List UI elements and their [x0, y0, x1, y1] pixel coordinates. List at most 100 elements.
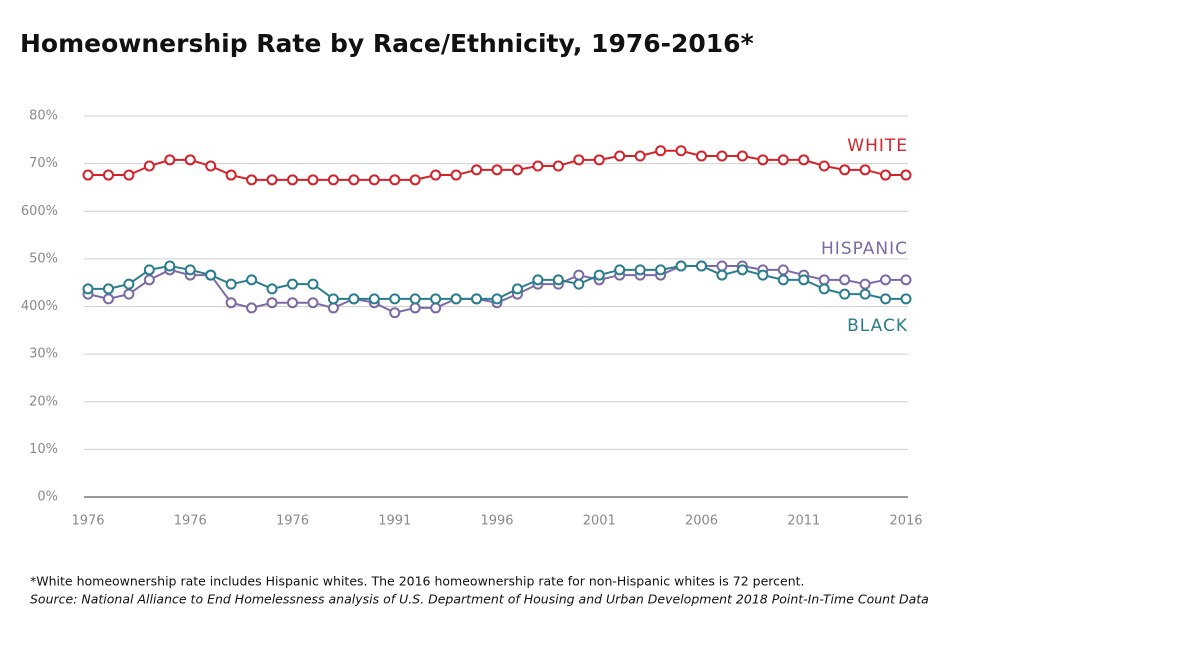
point [614, 264, 626, 276]
point [634, 264, 646, 276]
x-tick-label: 1991 [378, 514, 411, 529]
x-tick-label: 2016 [889, 514, 922, 529]
y-tick-label: 0% [37, 490, 58, 505]
point [839, 164, 851, 176]
point [430, 302, 442, 314]
point [859, 164, 871, 176]
point [409, 174, 421, 186]
point [164, 154, 176, 166]
y-tick-label: 80% [29, 109, 58, 124]
point [348, 293, 360, 305]
point [225, 297, 237, 309]
point [818, 274, 830, 286]
point [880, 274, 892, 286]
point [777, 154, 789, 166]
chart-title: Homeownership Rate by Race/Ethnicity, 19… [20, 29, 754, 58]
x-tick-label: 1976 [71, 514, 104, 529]
point [409, 302, 421, 314]
point [123, 278, 135, 290]
source: Source: National Alliance to End Homeles… [30, 592, 929, 607]
point [696, 260, 707, 272]
point [287, 297, 298, 309]
y-tick-label: 20% [29, 394, 58, 409]
point [716, 269, 728, 281]
point [777, 274, 789, 286]
point [246, 302, 258, 314]
point [143, 264, 155, 276]
point [307, 278, 319, 290]
point [389, 174, 401, 186]
point [757, 154, 769, 166]
point [450, 169, 462, 181]
point [675, 145, 687, 157]
point [430, 293, 442, 305]
point [82, 283, 94, 295]
point [287, 278, 298, 290]
y-tick-label: 30% [29, 347, 58, 362]
point [777, 264, 789, 276]
point [634, 150, 646, 162]
point [409, 293, 421, 305]
point [593, 269, 605, 281]
series-label: BLACK [847, 316, 908, 336]
point [471, 164, 483, 176]
point [573, 278, 585, 290]
point [798, 274, 810, 286]
point [205, 160, 217, 172]
point [184, 154, 196, 166]
point [511, 164, 523, 176]
point [287, 174, 298, 186]
point [102, 293, 114, 305]
point [389, 293, 401, 305]
y-tick-label: 10% [29, 442, 58, 457]
point [696, 150, 707, 162]
point [818, 160, 830, 172]
point [450, 293, 462, 305]
point [818, 283, 830, 295]
point [266, 283, 278, 295]
series-label: HISPANIC [821, 239, 908, 259]
point [123, 169, 135, 181]
point [327, 174, 339, 186]
x-tick-label: 2006 [685, 514, 718, 529]
point [491, 164, 503, 176]
point [246, 174, 258, 186]
x-tick-label: 2011 [787, 514, 820, 529]
point [102, 283, 114, 295]
point [348, 174, 360, 186]
point [246, 274, 258, 286]
footnote: *White homeownership rate includes Hispa… [30, 574, 805, 589]
point [307, 297, 319, 309]
y-tick-label: 50% [29, 251, 58, 266]
point [430, 169, 442, 181]
point [880, 293, 892, 305]
point [900, 293, 912, 305]
y-tick-label: 600% [21, 204, 58, 219]
x-tick-label: 2001 [583, 514, 616, 529]
point [389, 307, 401, 319]
series-label: WHITE [847, 136, 908, 156]
point [757, 269, 769, 281]
x-tick-label: 1996 [480, 514, 513, 529]
point [82, 169, 94, 181]
point [471, 293, 483, 305]
point [859, 288, 871, 300]
point [900, 274, 912, 286]
point [205, 269, 217, 281]
point [675, 260, 687, 272]
point [368, 174, 380, 186]
point [143, 160, 155, 172]
point [839, 288, 851, 300]
point [900, 169, 912, 181]
point [552, 160, 564, 172]
point [327, 293, 339, 305]
point [839, 274, 851, 286]
point [511, 283, 523, 295]
point [491, 293, 503, 305]
point [573, 269, 585, 281]
point [655, 145, 667, 157]
point [532, 274, 544, 286]
point [266, 297, 278, 309]
point [184, 264, 196, 276]
point [736, 150, 748, 162]
